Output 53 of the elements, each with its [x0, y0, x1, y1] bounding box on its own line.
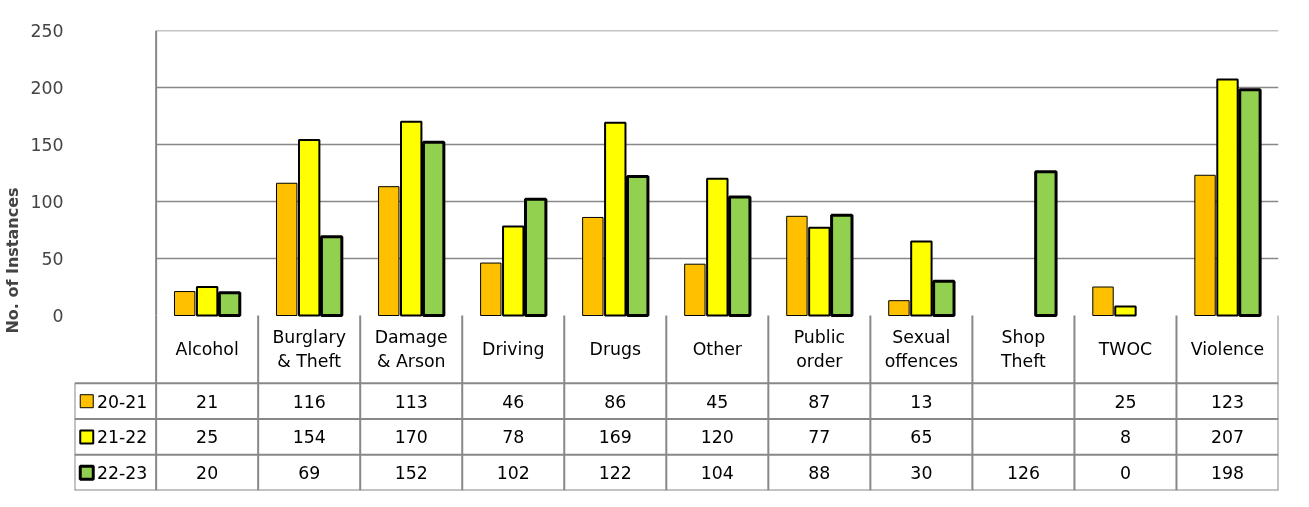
data-label: 170	[394, 427, 428, 448]
data-label: 45	[706, 391, 729, 412]
data-label: 104	[700, 463, 734, 484]
data-label: 25	[1114, 391, 1137, 412]
y-tick-label: 200	[30, 78, 64, 98]
data-label: 123	[1210, 391, 1245, 412]
x-tick-label: Burglary & Theft	[272, 327, 346, 372]
data-label: 30	[910, 463, 933, 484]
data-label: 87	[808, 391, 831, 412]
x-tick-label: Alcohol	[175, 339, 239, 360]
data-label: 46	[502, 391, 525, 412]
y-tick-label: 50	[41, 249, 64, 269]
data-label: 154	[292, 427, 326, 448]
x-tick-label: Other	[692, 339, 743, 360]
y-tick-label: 150	[30, 135, 64, 155]
y-axis-title: No. of Instances	[3, 187, 23, 334]
data-label: 207	[1210, 427, 1245, 448]
x-tick-label: Damage & Arson	[374, 327, 448, 372]
data-label: 21	[196, 391, 219, 412]
data-label: 20	[196, 463, 219, 484]
x-tick-label: Drugs	[589, 339, 642, 360]
bar	[1034, 170, 1058, 317]
data-label: 198	[1210, 463, 1245, 484]
data-label: 13	[910, 391, 933, 412]
legend-label: 21-22	[96, 427, 148, 448]
data-label: 25	[196, 427, 219, 448]
y-tick-label: 100	[30, 192, 64, 212]
legend-label: 20-21	[96, 391, 148, 412]
data-label: 152	[394, 463, 428, 484]
x-tick-label: Driving	[482, 339, 545, 360]
data-label: 122	[598, 463, 632, 484]
data-label: 102	[496, 463, 530, 484]
x-tick-label: Public order	[793, 327, 845, 372]
y-tick-label: 0	[52, 306, 64, 326]
data-label: 65	[910, 427, 933, 448]
data-label: 126	[1006, 463, 1040, 484]
data-label: 113	[394, 391, 428, 412]
data-label: 77	[808, 427, 831, 448]
data-label: 116	[292, 391, 326, 412]
legend-label: 22-23	[96, 463, 148, 484]
x-tick-label: TWOC	[1097, 339, 1153, 360]
data-label: 0	[1119, 463, 1131, 484]
x-tick-label: Violence	[1190, 339, 1265, 360]
data-label: 8	[1119, 427, 1131, 448]
data-label: 86	[604, 391, 627, 412]
x-tick-label: Sexual offences	[884, 327, 959, 372]
data-label: 120	[700, 427, 734, 448]
x-tick-label: Shop Theft	[1000, 327, 1047, 372]
data-label: 88	[808, 463, 831, 484]
y-tick-label: 250	[30, 21, 64, 41]
data-label: 78	[502, 427, 525, 448]
data-label: 169	[598, 427, 632, 448]
data-label: 69	[298, 463, 321, 484]
